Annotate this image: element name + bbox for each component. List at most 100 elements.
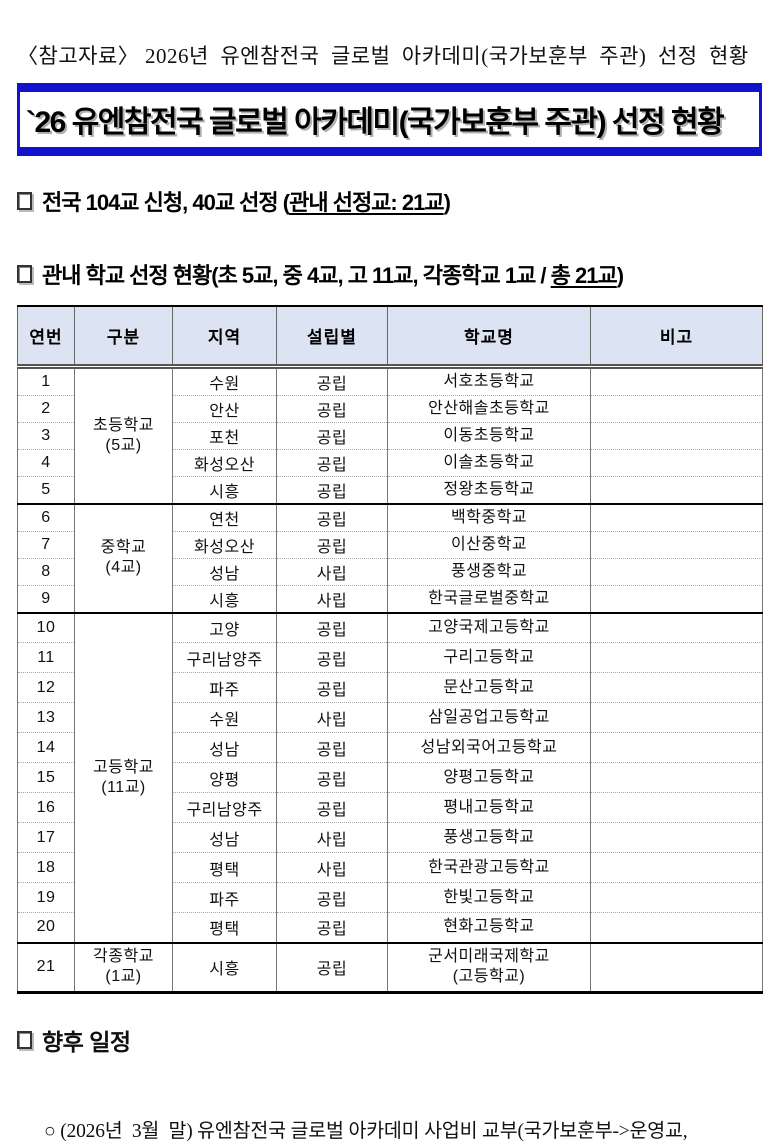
cell-region: 양평 xyxy=(172,762,277,793)
summary1-prefix: 전국 104교 신청, 40교 선정 ( xyxy=(42,190,290,215)
table-row: 21 각종학교 (1교) 시흥 공립 군서미래국제학교 (고등학교) xyxy=(17,941,763,993)
cell-note xyxy=(590,642,763,673)
category-name: 각종학교 xyxy=(93,948,154,966)
table-row: 7 화성오산 공립 이산중학교 xyxy=(17,530,763,558)
table-row: 6 중학교 (4교) 연천 공립 백학중학교 xyxy=(17,502,763,613)
cell-school: 성남외국어고등학교 xyxy=(387,732,591,763)
cell-no: 19 xyxy=(17,882,75,913)
col-header-school: 학교명 xyxy=(387,306,591,369)
schedule-title-text: 향후 일정 xyxy=(42,1029,131,1055)
cell-type: 공립 xyxy=(276,394,388,422)
cell-type: 공립 xyxy=(276,611,388,643)
cell-region: 포천 xyxy=(172,421,277,449)
cell-no: 6 xyxy=(17,502,75,531)
category-count: (1교) xyxy=(105,968,142,986)
cell-region: 성남 xyxy=(172,557,277,585)
cell-school: 양평고등학교 xyxy=(387,762,591,793)
cell-type: 공립 xyxy=(276,882,388,913)
cell-school: 풍생고등학교 xyxy=(387,822,591,853)
cell-type: 공립 xyxy=(276,502,388,531)
selection-table: 연번 구분 지역 설립별 학교명 비고 1 초등학교 (5교) 수원 공립 서호초등학교 2… xyxy=(17,305,763,994)
cell-note xyxy=(590,475,763,504)
cell-note xyxy=(590,611,763,643)
cell-school: 고양국제고등학교 xyxy=(387,611,591,643)
cell-type: 사립 xyxy=(276,702,388,733)
table-header-row: 연번 구분 지역 설립별 학교명 비고 xyxy=(17,306,763,369)
table-body: 1 초등학교 (5교) 수원 공립 서호초등학교 2 안산 공립 안산해솔초등학교 3 포천 공립 이동초… xyxy=(17,365,763,993)
cell-type: 공립 xyxy=(276,421,388,449)
col-header-category: 구분 xyxy=(74,306,173,369)
cell-school: 현화고등학교 xyxy=(387,912,591,943)
table-row: 5 시흥 공립 정왕초등학교 xyxy=(17,475,763,504)
cell-school: 한국글로벌중학교 xyxy=(387,584,591,613)
cell-no: 21 xyxy=(17,941,75,993)
cell-type: 사립 xyxy=(276,822,388,853)
cell-type: 공립 xyxy=(276,642,388,673)
table-row: 17 성남 사립 풍생고등학교 xyxy=(17,822,763,853)
cell-type: 사립 xyxy=(276,584,388,613)
cell-no: 13 xyxy=(17,702,75,733)
cell-no: 12 xyxy=(17,672,75,703)
box-bullet-icon xyxy=(17,265,32,283)
cell-school: 구리고등학교 xyxy=(387,642,591,673)
cell-school: 정왕초등학교 xyxy=(387,475,591,504)
table-row: 12 파주 공립 문산고등학교 xyxy=(17,672,763,703)
cell-region: 고양 xyxy=(172,611,277,643)
schedule-item: ○ (2026년 3월 말) 유엔참전국 글로벌 아카데미 사업비 교부(국가보… xyxy=(17,1057,762,1144)
cell-note xyxy=(590,762,763,793)
title-banner-text: `26 유엔참전국 글로벌 아카데미(국가보훈부 주관) 선정 현황 xyxy=(26,106,725,139)
cell-category: 중학교 (4교) xyxy=(74,502,173,613)
cell-type: 공립 xyxy=(276,732,388,763)
table-row: 2 안산 공립 안산해솔초등학교 xyxy=(17,394,763,422)
table-row: 8 성남 사립 풍생중학교 xyxy=(17,557,763,585)
cell-no: 8 xyxy=(17,557,75,585)
cell-school: 백학중학교 xyxy=(387,502,591,531)
cell-note xyxy=(590,941,763,993)
summary1-suffix: ) xyxy=(443,190,451,215)
cell-school: 평내고등학교 xyxy=(387,792,591,823)
cell-note xyxy=(590,502,763,531)
cell-school: 군서미래국제학교 (고등학교) xyxy=(387,941,591,993)
cell-no: 10 xyxy=(17,611,75,643)
summary2-underlined: 총 21교 xyxy=(550,263,618,288)
cell-type: 공립 xyxy=(276,672,388,703)
summary-line-national-text: 전국 104교 신청, 40교 선정 (관내 선정교: 21교) xyxy=(42,185,451,217)
cell-region: 구리남양주 xyxy=(172,642,277,673)
cell-type: 공립 xyxy=(276,912,388,943)
table-row: 10 고등학교 (11교) 고양 공립 고양국제고등학교 xyxy=(17,611,763,943)
cell-no: 11 xyxy=(17,642,75,673)
cell-no: 16 xyxy=(17,792,75,823)
cell-region: 구리남양주 xyxy=(172,792,277,823)
summary2-prefix: 관내 학교 선정 현황(초 5교, 중 4교, 고 11교, 각종학교 1교 / xyxy=(42,263,551,288)
cell-note xyxy=(590,702,763,733)
cell-region: 시흥 xyxy=(172,941,277,993)
cell-no: 9 xyxy=(17,584,75,613)
cell-region: 시흥 xyxy=(172,475,277,504)
table-row: 18 평택 사립 한국관광고등학교 xyxy=(17,852,763,883)
cell-school: 서호초등학교 xyxy=(387,365,591,395)
box-bullet-icon xyxy=(17,1031,32,1049)
cell-region: 평택 xyxy=(172,852,277,883)
cell-note xyxy=(590,822,763,853)
cell-region: 화성오산 xyxy=(172,448,277,476)
cell-note xyxy=(590,882,763,913)
cell-school: 문산고등학교 xyxy=(387,672,591,703)
cell-region: 연천 xyxy=(172,502,277,531)
summary-line-local-text: 관내 학교 선정 현황(초 5교, 중 4교, 고 11교, 각종학교 1교 /… xyxy=(42,258,624,290)
table-row: 4 화성오산 공립 이솔초등학교 xyxy=(17,448,763,476)
cell-school: 한빛고등학교 xyxy=(387,882,591,913)
cell-type: 공립 xyxy=(276,762,388,793)
table-row: 11 구리남양주 공립 구리고등학교 xyxy=(17,642,763,673)
cell-note xyxy=(590,584,763,613)
col-header-region: 지역 xyxy=(172,306,277,369)
cell-category: 초등학교 (5교) xyxy=(74,365,173,504)
cell-no: 4 xyxy=(17,448,75,476)
cell-category: 고등학교 (11교) xyxy=(74,611,173,943)
cell-region: 성남 xyxy=(172,732,277,763)
cell-note xyxy=(590,852,763,883)
cell-note xyxy=(590,912,763,943)
cell-region: 시흥 xyxy=(172,584,277,613)
cell-note xyxy=(590,792,763,823)
cell-note xyxy=(590,394,763,422)
cell-school: 안산해솔초등학교 xyxy=(387,394,591,422)
